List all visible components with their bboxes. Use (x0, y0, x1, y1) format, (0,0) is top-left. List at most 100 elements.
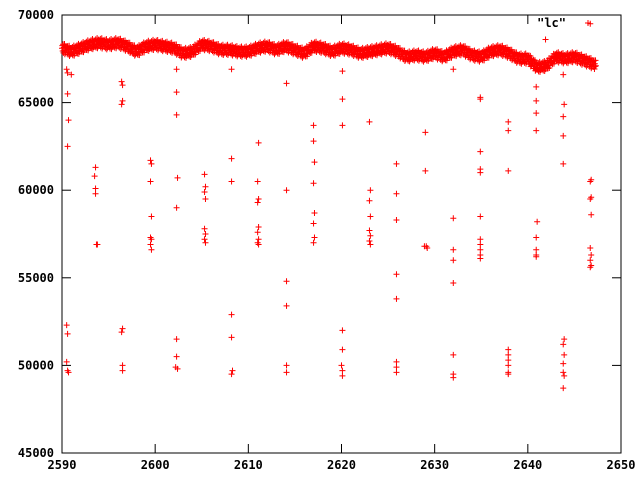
data-point (533, 66, 540, 73)
data-point (173, 41, 180, 48)
data-point (560, 113, 567, 120)
data-point (505, 346, 512, 353)
data-point (450, 374, 457, 381)
y-tick-label: 45000 (18, 446, 54, 460)
data-point (228, 178, 235, 185)
data-point (505, 371, 512, 378)
data-point (92, 164, 99, 171)
data-point (560, 132, 567, 139)
data-point (505, 351, 512, 358)
data-point (450, 246, 457, 253)
data-point (504, 54, 511, 61)
data-point (311, 159, 318, 166)
data-point (485, 44, 492, 51)
data-point (392, 53, 399, 60)
data-point (393, 216, 400, 223)
data-point (229, 367, 236, 374)
data-point (148, 236, 155, 243)
data-point (560, 360, 567, 367)
data-point (283, 80, 290, 87)
data-point (339, 122, 346, 129)
data-point (64, 69, 71, 76)
data-point (401, 47, 408, 54)
data-point (393, 295, 400, 302)
data-point (173, 353, 180, 360)
data-point (173, 51, 180, 58)
data-point (366, 197, 373, 204)
y-tick-label: 55000 (18, 271, 54, 285)
y-tick-label: 65000 (18, 96, 54, 110)
data-point (533, 127, 540, 134)
data-point (64, 143, 71, 150)
data-point (255, 241, 262, 248)
data-point (303, 43, 310, 50)
data-point (148, 246, 155, 253)
x-tick-label: 2640 (513, 458, 542, 472)
y-tick-label: 70000 (18, 8, 54, 22)
data-point (366, 238, 373, 245)
data-point (310, 239, 317, 246)
data-point (560, 341, 567, 348)
data-point (533, 83, 540, 90)
data-point (339, 372, 346, 379)
data-point (477, 236, 484, 243)
data-point (228, 371, 235, 378)
data-point (255, 223, 262, 230)
data-point (477, 255, 484, 262)
data-point (508, 46, 515, 53)
data-point (228, 334, 235, 341)
data-point (533, 110, 540, 117)
data-point (505, 127, 512, 134)
data-point (118, 329, 125, 336)
data-point (201, 188, 208, 195)
data-point (339, 68, 346, 75)
data-point (509, 57, 516, 64)
data-point (560, 369, 567, 376)
data-point (561, 101, 568, 108)
data-point (532, 67, 539, 74)
x-tick-label: 2610 (234, 458, 263, 472)
data-point (147, 157, 154, 164)
data-point (422, 129, 429, 136)
data-point (283, 187, 290, 194)
data-point (366, 118, 373, 125)
data-point (561, 351, 568, 358)
data-point (228, 66, 235, 73)
data-point (393, 369, 400, 376)
data-point (560, 160, 567, 167)
data-point (477, 169, 484, 176)
data-point (505, 362, 512, 369)
data-point (592, 62, 599, 69)
data-point (64, 330, 71, 337)
legend-marker (585, 20, 591, 26)
data-point (591, 65, 598, 72)
data-point (513, 49, 520, 56)
data-point (173, 66, 180, 73)
data-point (450, 280, 457, 287)
data-point (173, 336, 180, 343)
data-point (173, 111, 180, 118)
data-point (396, 44, 403, 51)
data-point (122, 47, 129, 54)
data-point (228, 155, 235, 162)
data-point (533, 234, 540, 241)
data-point (367, 241, 374, 248)
data-point (148, 160, 155, 167)
data-point (255, 236, 262, 243)
data-point (254, 229, 261, 236)
data-point (367, 232, 374, 239)
data-point (202, 239, 209, 246)
data-point (119, 325, 126, 332)
data-point (477, 96, 484, 103)
data-point (65, 369, 72, 376)
data-point (310, 122, 317, 129)
data-point (561, 372, 568, 379)
data-point (462, 43, 469, 50)
data-point (339, 346, 346, 353)
data-point (367, 213, 374, 220)
y-tick-label: 60000 (18, 183, 54, 197)
data-point (367, 187, 374, 194)
data-point (283, 278, 290, 285)
data-point (533, 246, 540, 253)
